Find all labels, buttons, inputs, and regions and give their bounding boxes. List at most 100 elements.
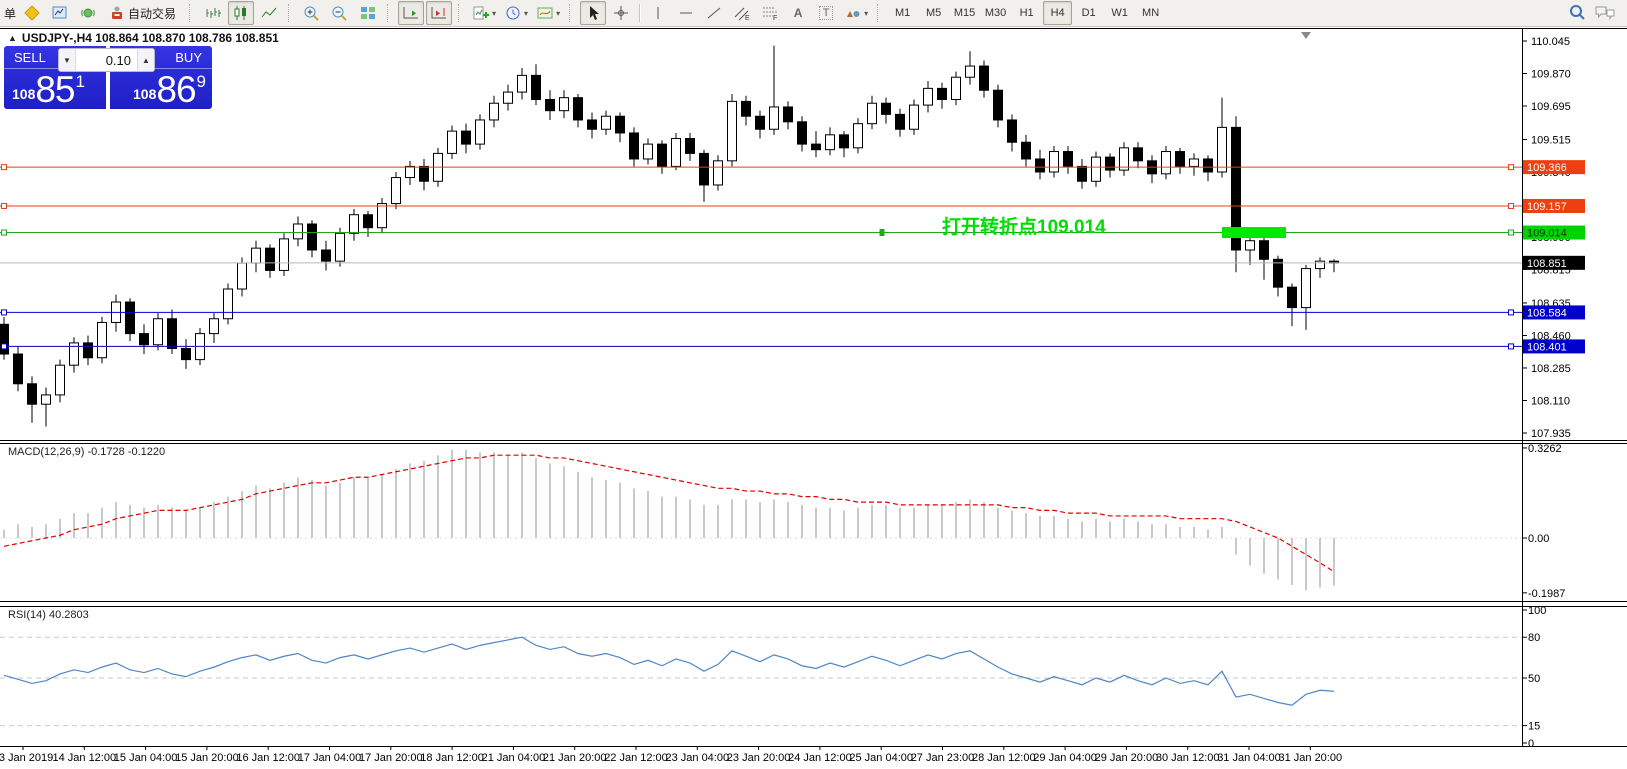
pivot-annotation-text[interactable]: 打开转折点109.014 — [942, 215, 1106, 238]
timeframe-w1-button[interactable]: W1 — [1111, 7, 1128, 19]
time-axis-label: 14 Jan 12:00 — [52, 752, 116, 764]
line-handle[interactable] — [1508, 309, 1514, 316]
charts-window-button[interactable] — [47, 1, 73, 25]
dropdown-arrow-icon[interactable]: ▾ — [556, 8, 561, 18]
chart-scroll-marker-icon[interactable] — [1301, 32, 1311, 39]
pivot-highlight-bar[interactable] — [1222, 227, 1286, 239]
line-handle[interactable] — [1, 343, 7, 350]
dropdown-arrow-icon[interactable]: ▾ — [864, 8, 869, 18]
order-menu-label[interactable]: 单 — [4, 6, 17, 21]
cursor-button[interactable] — [580, 1, 607, 25]
timeframe-mn-button[interactable]: MN — [1142, 7, 1160, 19]
collapse-panel-icon[interactable]: ▲ — [8, 33, 17, 43]
horizontal-line-button[interactable] — [673, 1, 699, 25]
candle-body — [1315, 260, 1325, 270]
dropdown-arrow-icon[interactable]: ▾ — [492, 8, 497, 18]
line-handle[interactable] — [1508, 343, 1514, 350]
new-order-button[interactable] — [19, 1, 45, 25]
auto-scroll-button[interactable] — [398, 1, 425, 25]
time-axis-label: 24 Jan 12:00 — [788, 752, 852, 764]
candle-body — [629, 132, 639, 160]
text-tool-button[interactable]: A — [785, 1, 811, 25]
timeframe-m5-button[interactable]: M5 — [925, 7, 942, 19]
equidistant-channel-button[interactable]: E — [729, 1, 755, 25]
candle-body — [867, 102, 877, 125]
timeframe-h1-button[interactable]: H1 — [1019, 7, 1034, 19]
time-axis-label: 21 Jan 20:00 — [543, 752, 607, 764]
dropdown-arrow-icon[interactable]: ▾ — [524, 8, 529, 18]
level-price-tag: 108.584 — [1527, 307, 1567, 319]
candle-body — [1301, 268, 1311, 309]
fibonacci-button[interactable]: F — [757, 1, 783, 25]
candle-body — [419, 165, 429, 182]
volume-increase-button[interactable]: ▲ — [137, 49, 154, 71]
rsi-axis-label: 15 — [1528, 721, 1540, 733]
line-handle[interactable] — [1, 229, 7, 236]
autotrading-button[interactable]: 自动交易 — [103, 1, 183, 25]
bar-chart-button[interactable] — [200, 1, 226, 25]
time-axis-label: 17 Jan 04:00 — [298, 752, 362, 764]
toolbar-grip — [387, 4, 393, 22]
line-handle[interactable] — [1, 164, 7, 171]
line-center-handle[interactable] — [879, 229, 885, 237]
templates-button[interactable]: ▾ — [533, 1, 563, 25]
periods-button[interactable]: ▾ — [501, 1, 531, 25]
text-label-button[interactable]: T — [813, 1, 839, 25]
candle-body — [853, 123, 863, 149]
line-handle[interactable] — [1508, 229, 1514, 236]
candle-body — [489, 102, 499, 121]
signals-button[interactable] — [75, 1, 101, 25]
chart-window-icon — [51, 5, 69, 21]
candle-body — [713, 160, 723, 186]
candle-body — [363, 214, 373, 229]
sell-label: SELL — [4, 46, 106, 69]
line-chart-icon — [260, 5, 278, 21]
volume-decrease-button[interactable]: ▼ — [59, 49, 76, 71]
sell-price: 108 85 1 — [12, 69, 85, 110]
search-button[interactable] — [1564, 1, 1590, 25]
time-axis-label: 23 Jan 04:00 — [665, 752, 729, 764]
timeframe-m1-button[interactable]: M1 — [894, 7, 911, 19]
candle-body — [1091, 156, 1101, 182]
timeframe-m30-button[interactable]: M30 — [984, 7, 1007, 19]
zoom-in-button[interactable] — [299, 1, 325, 25]
candle-body — [377, 203, 387, 229]
timeframe-h4-button[interactable]: H4 — [1043, 1, 1073, 25]
candle-body — [559, 97, 569, 112]
toolbar-grip — [288, 4, 294, 22]
timeframe-d1-button[interactable]: D1 — [1081, 7, 1096, 19]
crosshair-button[interactable] — [608, 1, 634, 25]
candle-body — [811, 143, 821, 151]
vertical-line-button[interactable] — [645, 1, 671, 25]
candle-body — [293, 223, 303, 240]
line-handle[interactable] — [1, 202, 7, 209]
price-axis-label: 108.285 — [1531, 363, 1571, 375]
candle-body — [503, 91, 513, 104]
line-handle[interactable] — [1508, 164, 1514, 171]
zoom-out-button[interactable] — [327, 1, 353, 25]
candle-body — [391, 177, 401, 205]
candle-body — [1063, 151, 1073, 167]
trendline-button[interactable] — [701, 1, 727, 25]
macd-signal-line — [3, 454, 1335, 573]
buy-price: 108 86 9 — [133, 71, 206, 108]
candlestick-chart-button[interactable] — [228, 1, 255, 25]
line-chart-button[interactable] — [256, 1, 282, 25]
level-price-tag-bg — [1523, 198, 1585, 213]
indicators-button[interactable]: ▾ — [469, 1, 499, 25]
candle-body — [741, 100, 751, 117]
line-handle[interactable] — [1, 309, 7, 316]
chart-shift-button[interactable] — [426, 1, 453, 25]
timeframe-m15-button[interactable]: M15 — [953, 7, 976, 19]
volume-input[interactable]: 0.10 — [105, 52, 131, 68]
line-handle[interactable] — [1508, 202, 1514, 209]
arrows-tool-button[interactable]: ▾ — [841, 1, 871, 25]
sell-price-big: 85 — [35, 69, 75, 110]
tile-windows-button[interactable] — [355, 1, 381, 25]
candle-body — [951, 76, 961, 101]
chat-button[interactable] — [1592, 1, 1618, 25]
candle-body — [55, 364, 65, 396]
candle-body — [797, 121, 807, 145]
clock-icon — [504, 5, 522, 21]
